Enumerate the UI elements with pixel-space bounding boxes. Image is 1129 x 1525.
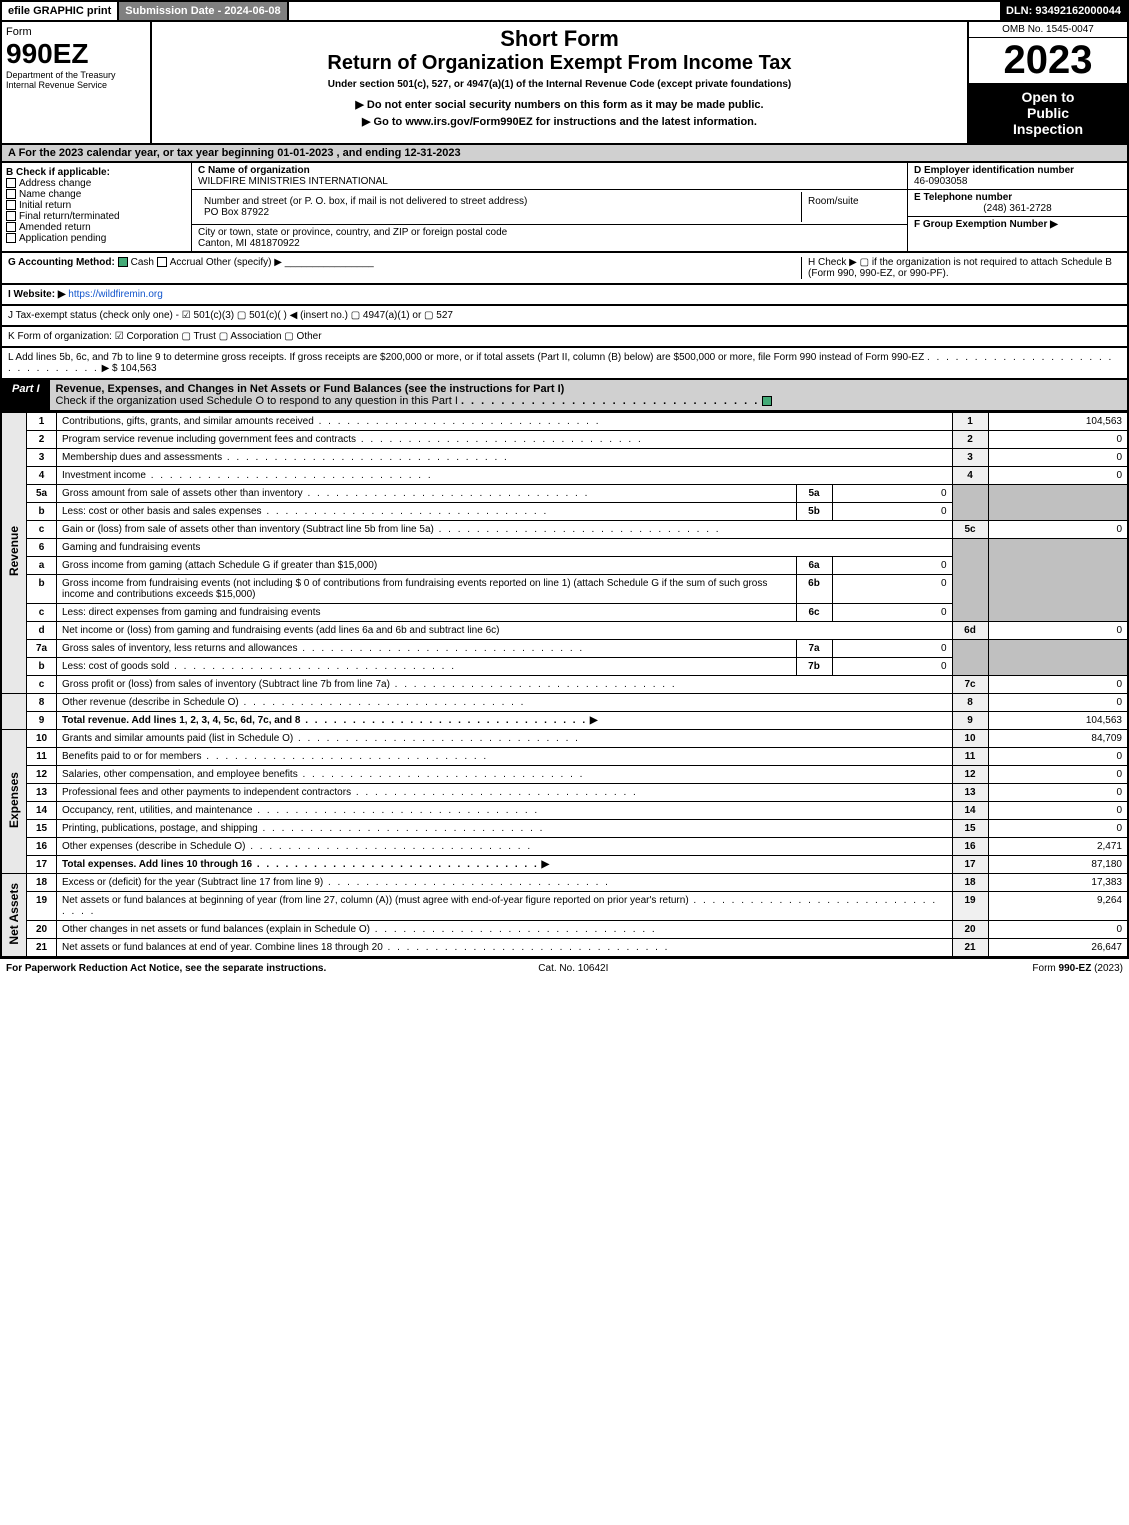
group-exemption-label: F Group Exemption Number ▶ — [914, 219, 1058, 230]
title-short-form: Short Form — [156, 26, 963, 52]
part1-table: Revenue 1 Contributions, gifts, grants, … — [0, 412, 1129, 958]
tax-year: 2023 — [969, 38, 1127, 83]
dln-label: DLN: 93492162000044 — [1000, 2, 1127, 20]
chk-address-change[interactable]: Address change — [6, 178, 187, 189]
title-return: Return of Organization Exempt From Incom… — [156, 52, 963, 75]
line-1-amt: 104,563 — [988, 413, 1128, 431]
org-city: Canton, MI 481870922 — [198, 238, 300, 249]
form-header: Form 990EZ Department of the Treasury In… — [0, 22, 1129, 145]
form-number: 990EZ — [6, 38, 146, 70]
efile-print-button[interactable]: efile GRAPHIC print — [2, 2, 119, 20]
page-footer: For Paperwork Reduction Act Notice, see … — [0, 958, 1129, 978]
chk-accrual[interactable] — [157, 257, 167, 267]
row-j-tax-exempt: J Tax-exempt status (check only one) - ☑… — [0, 306, 1129, 327]
open-to-public: Open to Public Inspection — [969, 83, 1127, 143]
i-label: I Website: ▶ — [8, 289, 66, 300]
line-1-num: 1 — [27, 413, 57, 431]
phone-value: (248) 361-2728 — [914, 203, 1121, 214]
website-link[interactable]: https://wildfiremin.org — [68, 289, 162, 300]
room-label: Room/suite — [808, 196, 859, 207]
section-a-period: A For the 2023 calendar year, or tax yea… — [0, 145, 1129, 163]
org-address: PO Box 87922 — [204, 207, 269, 218]
part1-header: Part I Revenue, Expenses, and Changes in… — [0, 380, 1129, 412]
ein-label: D Employer identification number — [914, 165, 1074, 176]
note-ssn: ▶ Do not enter social security numbers o… — [156, 98, 963, 111]
sidebar-revenue: Revenue — [7, 526, 21, 576]
total-revenue: 104,563 — [988, 712, 1128, 730]
row-g-h: G Accounting Method: Cash Accrual Other … — [0, 253, 1129, 285]
part1-title: Revenue, Expenses, and Changes in Net As… — [56, 383, 565, 395]
net-assets-eoy: 26,647 — [988, 939, 1128, 958]
form-word: Form — [6, 26, 146, 38]
addr-label: Number and street (or P. O. box, if mail… — [204, 196, 527, 207]
total-expenses: 87,180 — [988, 856, 1128, 874]
omb-number: OMB No. 1545-0047 — [969, 22, 1127, 38]
sidebar-expenses: Expenses — [7, 772, 21, 828]
h-text: H Check ▶ ▢ if the organization is not r… — [801, 257, 1121, 279]
chk-amended-return[interactable]: Amended return — [6, 222, 187, 233]
irs-label: Internal Revenue Service — [6, 80, 146, 90]
part1-label: Part I — [2, 380, 50, 410]
section-c-org: C Name of organization WILDFIRE MINISTRI… — [192, 163, 907, 251]
row-l-gross-receipts: L Add lines 5b, 6c, and 7b to line 9 to … — [0, 348, 1129, 380]
section-b-checkboxes: B Check if applicable: Address change Na… — [2, 163, 192, 251]
row-i-website: I Website: ▶ https://wildfiremin.org — [0, 285, 1129, 306]
row-k-org-form: K Form of organization: ☑ Corporation ▢ … — [0, 327, 1129, 348]
chk-name-change[interactable]: Name change — [6, 189, 187, 200]
org-name: WILDFIRE MINISTRIES INTERNATIONAL — [198, 176, 388, 187]
chk-schedule-o[interactable] — [762, 396, 772, 406]
entity-block: B Check if applicable: Address change Na… — [0, 163, 1129, 253]
footer-left: For Paperwork Reduction Act Notice, see … — [6, 963, 326, 974]
submission-date: Submission Date - 2024-06-08 — [119, 2, 288, 20]
ein-value: 46-0903058 — [914, 176, 967, 187]
b-header: B Check if applicable: — [6, 167, 187, 178]
footer-catno: Cat. No. 10642I — [538, 963, 608, 974]
city-label: City or town, state or province, country… — [198, 227, 507, 238]
phone-label: E Telephone number — [914, 192, 1012, 203]
subtitle: Under section 501(c), 527, or 4947(a)(1)… — [156, 79, 963, 90]
chk-cash[interactable] — [118, 257, 128, 267]
footer-form: Form 990-EZ (2023) — [1032, 963, 1123, 974]
line-1-text: Contributions, gifts, grants, and simila… — [62, 416, 601, 427]
sidebar-net-assets: Net Assets — [7, 883, 21, 945]
c-name-label: C Name of organization — [198, 165, 310, 176]
dept-label: Department of the Treasury — [6, 70, 146, 80]
line-1-col: 1 — [952, 413, 988, 431]
part1-check-note: Check if the organization used Schedule … — [56, 395, 458, 407]
chk-final-return[interactable]: Final return/terminated — [6, 211, 187, 222]
g-label: G Accounting Method: — [8, 257, 115, 268]
chk-initial-return[interactable]: Initial return — [6, 200, 187, 211]
chk-application-pending[interactable]: Application pending — [6, 233, 187, 244]
note-goto: ▶ Go to www.irs.gov/Form990EZ for instru… — [156, 115, 963, 128]
section-d-ein: D Employer identification number 46-0903… — [907, 163, 1127, 251]
top-bar: efile GRAPHIC print Submission Date - 20… — [0, 0, 1129, 22]
